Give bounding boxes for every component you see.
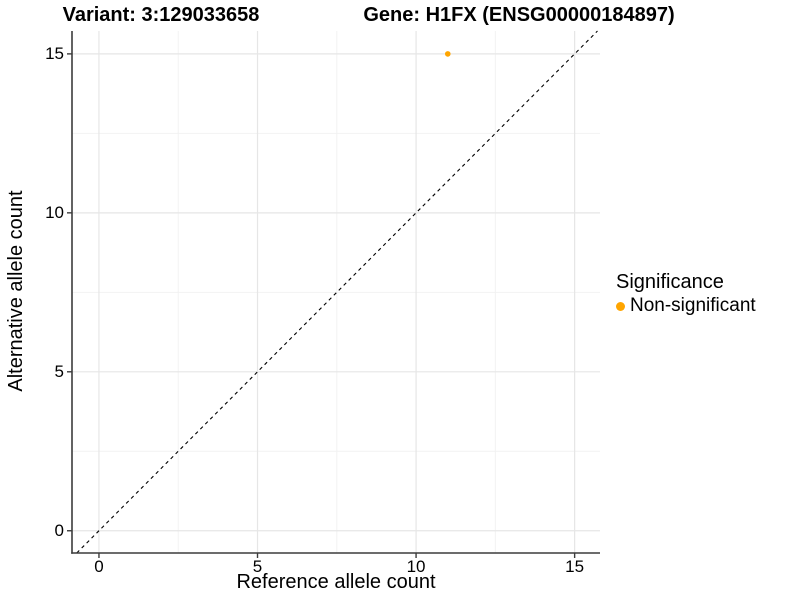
legend-items: Non-significant: [616, 295, 756, 317]
y-tick-label: 5: [54, 361, 64, 381]
x-tick-label: 10: [406, 557, 426, 576]
x-tick-label: 5: [252, 557, 263, 576]
gene-title: Gene: H1FX (ENSG00000184897): [363, 4, 675, 26]
y-tick-label: 0: [54, 520, 64, 540]
y-tick-label: 10: [45, 202, 64, 222]
x-tick-label: 0: [94, 557, 104, 576]
legend-item: Non-significant: [616, 295, 756, 317]
x-tick-label: 15: [565, 557, 585, 576]
legend-title: Significance: [616, 271, 724, 293]
y-tick-label: 15: [45, 43, 64, 63]
y-axis-label: Alternative allele count: [5, 190, 27, 392]
x-axis-label: Reference allele count: [236, 571, 436, 593]
legend-item-label: Non-significant: [630, 295, 756, 316]
legend-point-icon: [616, 301, 625, 311]
variant-title: Variant: 3:129033658: [62, 4, 260, 26]
data-point: [444, 51, 451, 57]
legend: Significance Non-significant: [616, 271, 756, 317]
